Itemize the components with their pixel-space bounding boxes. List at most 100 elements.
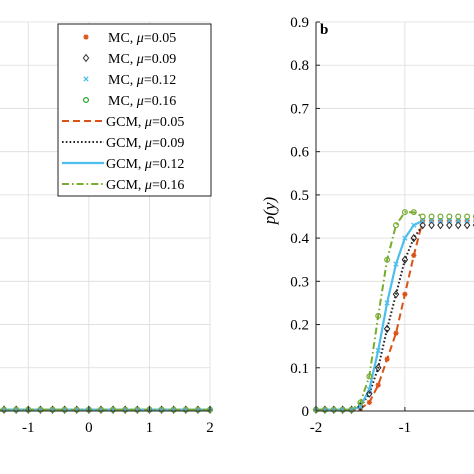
data-point-3	[339, 406, 346, 413]
data-point-3	[419, 213, 426, 220]
legend-label-mu: μ	[136, 31, 144, 46]
data-point-3	[49, 406, 56, 413]
legend-label-mu: μ	[136, 52, 144, 67]
legend-label-prefix: GCM,	[106, 157, 145, 172]
legend-label-value: =0.16	[152, 178, 184, 193]
data-point-1	[401, 255, 409, 264]
legend-label-prefix: GCM,	[106, 178, 145, 193]
legend-label-value: =0.12	[152, 157, 184, 172]
data-point-1	[463, 220, 471, 230]
data-point-1	[366, 389, 373, 398]
data-point-2	[393, 261, 399, 267]
panel-b: -2 -1 0 0.1 0.2 0.3 0.4 0.5 0.6 0.7 0.8 0.9 p(y) b	[260, 15, 474, 436]
data-point-3	[375, 312, 382, 319]
legend-label-mu: μ	[144, 115, 152, 130]
data-point-3	[97, 406, 104, 413]
x-tick-label: 0	[85, 420, 93, 436]
data-point-1	[374, 363, 382, 373]
legend-label-value: =0.09	[144, 52, 176, 67]
data-point-3	[437, 213, 444, 220]
data-point-1	[419, 220, 426, 230]
data-point-2	[384, 300, 390, 306]
data-point-3	[158, 406, 165, 413]
data-point-3	[366, 373, 373, 380]
y-tick-label: 0.7	[290, 101, 309, 117]
data-point-3	[446, 213, 453, 220]
x-tick-label: -1	[399, 420, 412, 436]
data-point-2	[437, 218, 444, 224]
panel-label: b	[320, 22, 328, 38]
y-tick-label: 0.1	[290, 361, 309, 377]
legend-label-prefix: MC,	[108, 52, 137, 67]
data-point-2	[446, 218, 452, 224]
y-tick-label: 0.3	[290, 274, 309, 290]
legend-label-0: MC, μ=0.05	[108, 31, 176, 46]
data-point-2	[455, 218, 461, 224]
data-point-3	[393, 222, 400, 229]
data-point-3	[455, 213, 462, 220]
data-point-1	[454, 220, 462, 230]
legend-label-mu: μ	[136, 73, 144, 88]
legend-label-prefix: GCM,	[106, 115, 145, 130]
data-point-3	[357, 399, 364, 406]
data-point-2	[366, 386, 372, 393]
legend-label-6: GCM, μ=0.12	[106, 157, 184, 172]
data-point-0	[375, 382, 381, 388]
data-point-0	[411, 252, 417, 258]
data-point-3	[428, 213, 435, 220]
legend-label-value: =0.09	[152, 136, 184, 151]
data-point-0	[366, 399, 372, 405]
legend-label-value: =0.05	[152, 115, 184, 130]
x-tick-label: -2	[310, 420, 323, 436]
x-tick-label: 1	[146, 420, 154, 436]
data-point-3	[73, 406, 80, 413]
legend-label-prefix: MC,	[108, 31, 137, 46]
legend-label-prefix: MC,	[108, 94, 137, 109]
y-axis-label: p(y)	[260, 196, 279, 225]
series-line-2	[316, 219, 424, 411]
y-tick-label: 0	[302, 404, 310, 420]
data-point-1	[437, 220, 444, 230]
series-line-1	[316, 224, 424, 411]
x-tick-label: -1	[22, 420, 35, 436]
legend-marker-1	[82, 53, 90, 63]
legend-marker-3	[82, 96, 89, 103]
data-point-3	[321, 406, 328, 413]
legend-marker-2	[83, 76, 89, 82]
legend-label-mu: μ	[144, 136, 152, 151]
legend-box	[57, 23, 212, 197]
legend-label-3: MC, μ=0.16	[108, 94, 176, 109]
data-point-1	[428, 220, 435, 230]
series-line-3	[316, 211, 424, 411]
y-tick-label: 0.8	[290, 58, 309, 74]
legend-marker-0	[83, 34, 89, 40]
legend-label-value: =0.16	[144, 94, 176, 109]
legend-label-2: MC, μ=0.12	[108, 73, 176, 88]
data-point-3	[13, 406, 20, 413]
data-point-3	[401, 209, 408, 216]
legend-label-1: MC, μ=0.09	[108, 52, 176, 67]
legend-label-mu: μ	[136, 94, 144, 109]
data-point-2	[411, 222, 417, 228]
data-point-2	[464, 218, 470, 224]
data-point-1	[410, 233, 418, 243]
legend-label-mu: μ	[144, 157, 152, 172]
data-point-1	[392, 290, 400, 299]
data-point-3	[410, 209, 417, 216]
data-point-1	[383, 324, 391, 334]
y-tick-label: 0.6	[290, 145, 309, 161]
legend-label-5: GCM, μ=0.09	[106, 136, 184, 151]
legend-label-prefix: MC,	[108, 73, 137, 88]
data-point-2	[420, 218, 426, 224]
x-tick-label: 2	[206, 420, 214, 436]
data-point-0	[384, 356, 390, 362]
series-line-0	[316, 220, 424, 411]
data-point-3	[348, 406, 355, 413]
data-point-0	[357, 406, 364, 412]
legend-label-value: =0.12	[144, 73, 176, 88]
data-point-3	[464, 213, 471, 220]
data-point-3	[170, 406, 177, 413]
data-point-3	[384, 256, 391, 263]
data-point-3	[330, 406, 337, 413]
